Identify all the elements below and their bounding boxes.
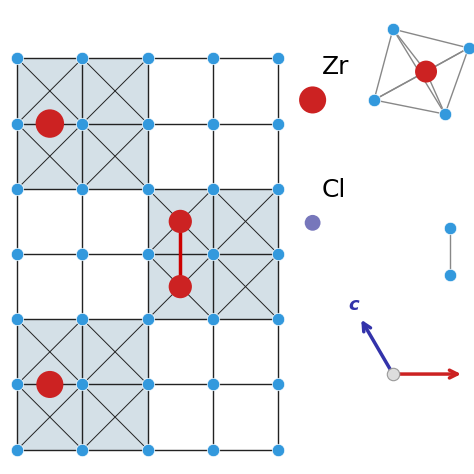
Point	[309, 219, 317, 227]
Point	[209, 185, 217, 192]
Point	[144, 185, 152, 192]
Polygon shape	[148, 254, 213, 319]
Point	[46, 120, 54, 128]
Point	[79, 250, 86, 258]
Point	[13, 55, 21, 62]
Point	[13, 250, 21, 258]
Polygon shape	[17, 58, 82, 124]
Point	[209, 381, 217, 388]
Point	[176, 218, 184, 225]
Point	[274, 55, 282, 62]
Point	[13, 120, 21, 128]
Text: c: c	[348, 296, 359, 314]
Point	[422, 68, 430, 75]
Point	[13, 185, 21, 192]
Point	[209, 250, 217, 258]
Point	[144, 55, 152, 62]
Polygon shape	[82, 384, 148, 450]
Point	[79, 120, 86, 128]
Point	[144, 120, 152, 128]
Point	[389, 25, 397, 33]
Point	[309, 96, 317, 104]
Point	[446, 271, 454, 279]
Polygon shape	[82, 58, 148, 124]
Polygon shape	[148, 189, 213, 254]
Polygon shape	[213, 189, 278, 254]
Point	[46, 381, 54, 388]
Polygon shape	[17, 319, 82, 384]
Point	[144, 381, 152, 388]
Point	[79, 381, 86, 388]
Point	[144, 315, 152, 323]
Point	[79, 446, 86, 454]
Point	[209, 120, 217, 128]
Point	[441, 110, 449, 118]
Point	[176, 283, 184, 291]
Point	[370, 96, 378, 104]
Point	[274, 250, 282, 258]
Polygon shape	[82, 319, 148, 384]
Point	[274, 315, 282, 323]
Point	[465, 44, 473, 52]
Point	[209, 446, 217, 454]
Point	[13, 446, 21, 454]
Text: Zr: Zr	[322, 55, 349, 79]
Point	[209, 315, 217, 323]
Polygon shape	[17, 124, 82, 189]
Point	[79, 315, 86, 323]
Text: Cl: Cl	[322, 178, 346, 202]
Point	[79, 55, 86, 62]
Polygon shape	[213, 254, 278, 319]
Point	[274, 446, 282, 454]
Point	[13, 381, 21, 388]
Point	[274, 381, 282, 388]
Point	[144, 250, 152, 258]
Polygon shape	[17, 384, 82, 450]
Point	[446, 224, 454, 231]
Point	[274, 185, 282, 192]
Point	[389, 370, 397, 378]
Polygon shape	[82, 124, 148, 189]
Point	[274, 120, 282, 128]
Point	[209, 55, 217, 62]
Point	[13, 315, 21, 323]
Point	[144, 446, 152, 454]
Point	[79, 185, 86, 192]
